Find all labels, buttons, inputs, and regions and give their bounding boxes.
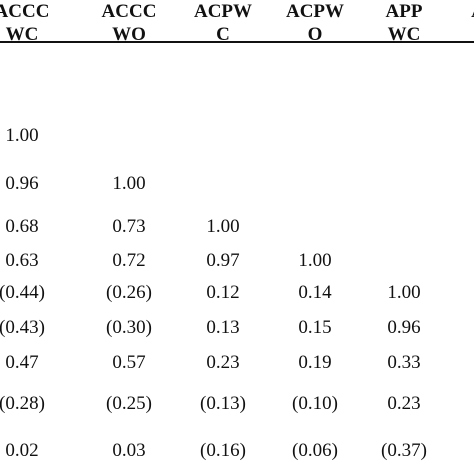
column-header: APP WC [359, 0, 449, 46]
column-header-line2: WC [5, 24, 39, 45]
column-header: ACCC WO [84, 0, 174, 46]
table-cell: (0.16) [200, 440, 246, 461]
table-cell: (0.37) [381, 440, 427, 461]
column-header-line2: WO [112, 24, 146, 45]
table-cell: 1.00 [112, 173, 146, 194]
table-cell: 0.68 [5, 216, 39, 237]
table-cell: 0.19 [298, 352, 332, 373]
table-cell: 0.73 [112, 216, 146, 237]
table-cell: 0.33 [387, 352, 421, 373]
column-header: ACCC WC [0, 0, 67, 46]
table-cell: 0.03 [112, 440, 146, 461]
column-header-line2: O [307, 24, 323, 45]
table-cell: (0.26) [106, 282, 152, 303]
column-header-line1: ACPW [285, 1, 345, 22]
column-header-line2: C [216, 24, 230, 45]
table-cell: (0.06) [292, 440, 338, 461]
column-header-line1: ACPW [193, 1, 253, 22]
table-cell: (0.44) [0, 282, 45, 303]
table-cell: 1.00 [298, 250, 332, 271]
column-header-line1: ACCC [101, 1, 157, 22]
table-cell: 1.00 [206, 216, 240, 237]
column-header-line1: APP [385, 1, 423, 22]
column-header-line1: A [433, 0, 474, 23]
table-cell: 0.23 [206, 352, 240, 373]
column-header-line2: WC [387, 24, 421, 45]
table-cell: 0.57 [112, 352, 146, 373]
column-header: ACPW O [270, 0, 360, 46]
table-cell: (0.25) [106, 393, 152, 414]
table-cell: 0.02 [5, 440, 39, 461]
table-cell: (0.28) [0, 393, 45, 414]
table-cell: 0.72 [112, 250, 146, 271]
table-cell: (0.10) [292, 393, 338, 414]
table-cell: 0.96 [5, 173, 39, 194]
table-cell: (0.13) [200, 393, 246, 414]
table-cell: (0.30) [106, 317, 152, 338]
header-rule [0, 41, 474, 43]
table-cell: 0.12 [206, 282, 240, 303]
table-cell: 1.00 [387, 282, 421, 303]
table-cell: 0.23 [387, 393, 421, 414]
table-cell: 0.15 [298, 317, 332, 338]
table-cell: 0.63 [5, 250, 39, 271]
column-header-line1: ACCC [0, 1, 50, 22]
table-cell: (0.43) [0, 317, 45, 338]
table-cell: 1.00 [5, 125, 39, 146]
table-cell: 0.96 [387, 317, 421, 338]
table-cell: 0.97 [206, 250, 240, 271]
column-header: ACPW C [178, 0, 268, 46]
table-cell: 0.14 [298, 282, 332, 303]
table-cell: 0.47 [5, 352, 39, 373]
column-header: A [433, 0, 474, 23]
table-cell: 0.13 [206, 317, 240, 338]
